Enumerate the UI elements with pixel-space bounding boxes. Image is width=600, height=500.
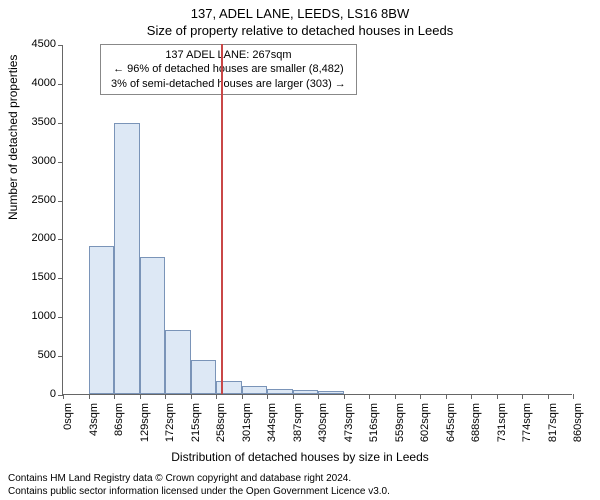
histogram-bar [293,390,319,394]
x-tick-label: 731sqm [496,403,508,451]
x-tick-mark [216,394,217,399]
histogram-bar [140,257,166,394]
y-tick-label: 3000 [18,155,56,167]
y-tick-mark [58,317,63,318]
y-tick-label: 2500 [18,194,56,206]
x-tick-mark [420,394,421,399]
footer-line: Contains public sector information licen… [8,486,592,499]
y-tick-mark [58,278,63,279]
x-tick-label: 430sqm [317,403,329,451]
x-tick-mark [369,394,370,399]
x-tick-label: 860sqm [572,403,584,451]
y-tick-label: 4500 [18,38,56,50]
y-tick-mark [58,45,63,46]
y-tick-label: 4000 [18,77,56,89]
y-tick-label: 3500 [18,116,56,128]
x-tick-mark [344,394,345,399]
x-tick-mark [242,394,243,399]
footer: Contains HM Land Registry data © Crown c… [8,473,592,498]
page-title: 137, ADEL LANE, LEEDS, LS16 8BW [0,0,600,21]
page-subtitle: Size of property relative to detached ho… [0,21,600,38]
x-tick-mark [446,394,447,399]
y-tick-mark [58,123,63,124]
histogram-bar [267,389,293,394]
x-tick-label: 344sqm [266,403,278,451]
histogram-bar [114,123,140,394]
x-tick-label: 301sqm [241,403,253,451]
x-tick-label: 602sqm [419,403,431,451]
x-tick-mark [395,394,396,399]
x-tick-mark [63,394,64,399]
y-tick-label: 1000 [18,310,56,322]
x-tick-label: 258sqm [215,403,227,451]
x-tick-label: 215sqm [190,403,202,451]
reference-line [221,44,223,394]
x-tick-mark [548,394,549,399]
x-tick-mark [267,394,268,399]
y-tick-label: 1500 [18,271,56,283]
chart-container: 137, ADEL LANE, LEEDS, LS16 8BW Size of … [0,0,600,500]
y-tick-label: 500 [18,349,56,361]
x-tick-mark [497,394,498,399]
x-tick-label: 387sqm [292,403,304,451]
x-tick-mark [522,394,523,399]
footer-line: Contains HM Land Registry data © Crown c… [8,473,592,486]
x-tick-label: 43sqm [88,403,100,451]
x-axis-label: Distribution of detached houses by size … [0,450,600,464]
y-tick-mark [58,356,63,357]
x-tick-label: 774sqm [521,403,533,451]
y-tick-mark [58,84,63,85]
x-tick-label: 473sqm [343,403,355,451]
histogram-bar [216,381,242,394]
histogram-bar [165,330,191,394]
x-tick-label: 129sqm [139,403,151,451]
x-tick-mark [191,394,192,399]
x-tick-mark [573,394,574,399]
y-tick-label: 2000 [18,232,56,244]
x-tick-mark [293,394,294,399]
x-tick-mark [471,394,472,399]
y-tick-mark [58,162,63,163]
plot-area [62,45,572,395]
x-tick-label: 516sqm [368,403,380,451]
x-tick-mark [318,394,319,399]
y-tick-label: 0 [18,388,56,400]
x-tick-mark [114,394,115,399]
x-tick-label: 559sqm [394,403,406,451]
x-tick-label: 688sqm [470,403,482,451]
x-tick-mark [140,394,141,399]
x-tick-label: 645sqm [445,403,457,451]
histogram-bar [318,391,344,394]
x-tick-label: 86sqm [113,403,125,451]
x-tick-label: 0sqm [62,403,74,451]
histogram-bar [191,360,217,394]
y-tick-mark [58,239,63,240]
x-tick-label: 817sqm [547,403,559,451]
x-tick-label: 172sqm [164,403,176,451]
x-tick-mark [89,394,90,399]
x-tick-mark [165,394,166,399]
histogram-bar [89,246,115,394]
y-tick-mark [58,201,63,202]
histogram-bar [242,386,268,394]
